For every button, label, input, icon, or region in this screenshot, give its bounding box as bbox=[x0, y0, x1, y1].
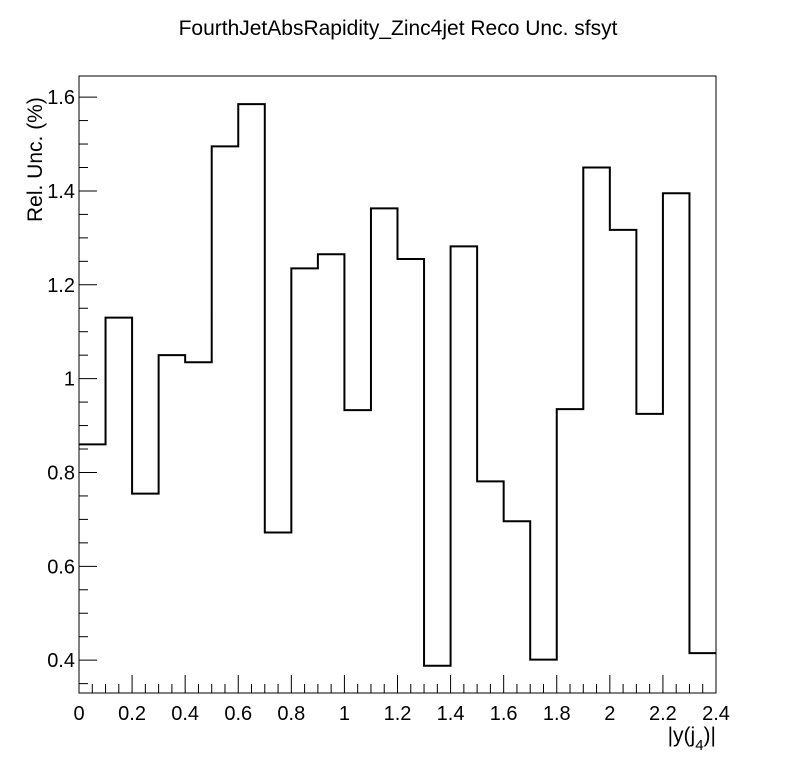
y-tick-label: 0.8 bbox=[47, 462, 75, 484]
x-tick-label: 1.4 bbox=[437, 703, 465, 725]
y-tick-label: 0.4 bbox=[47, 650, 75, 672]
histogram-bin bbox=[371, 208, 398, 693]
y-tick-label: 1 bbox=[64, 369, 75, 391]
histogram-bin bbox=[344, 410, 371, 693]
x-tick-label: 2.4 bbox=[702, 703, 730, 725]
x-axis-label-suffix: )| bbox=[704, 724, 716, 747]
histogram-bin bbox=[504, 521, 531, 693]
y-axis-label: Rel. Unc. (%) bbox=[24, 97, 47, 222]
histogram-bin bbox=[212, 146, 239, 693]
histogram-bin bbox=[663, 193, 690, 693]
plot-frame bbox=[78, 75, 717, 694]
x-tick-label: 2.2 bbox=[649, 703, 677, 725]
x-tick-label: 2 bbox=[604, 703, 615, 725]
histogram-bin bbox=[291, 268, 318, 693]
y-tick-label: 0.6 bbox=[47, 556, 75, 578]
histogram-bin bbox=[557, 409, 584, 693]
x-axis-label-main: |y(j bbox=[668, 724, 696, 747]
y-tick-label: 1.2 bbox=[47, 275, 75, 297]
histogram-outline bbox=[79, 103, 716, 667]
histogram-bin bbox=[318, 254, 345, 693]
histogram-bin bbox=[636, 414, 663, 693]
histogram-bin bbox=[159, 355, 186, 693]
histogram-bin bbox=[583, 167, 610, 693]
histogram-bin bbox=[132, 494, 159, 693]
x-tick-label: 0.2 bbox=[118, 703, 146, 725]
x-tick-label: 1.8 bbox=[543, 703, 571, 725]
x-tick-label: 1 bbox=[339, 703, 350, 725]
x-axis-label-subscript: 4 bbox=[695, 737, 703, 754]
histogram-bin bbox=[451, 246, 478, 693]
x-axis-label: |y(j4)| bbox=[668, 724, 716, 754]
histogram-bin bbox=[610, 230, 637, 693]
histogram-bin bbox=[106, 318, 133, 693]
y-tick-label: 1.6 bbox=[47, 87, 75, 109]
x-axis: 0 0.2 0.4 0.6 0.8 1 1.2 1.4 1.6 1.8 2 2.2 2.4 bbox=[73, 675, 730, 725]
x-tick-label: 0.8 bbox=[277, 703, 305, 725]
x-tick-label: 1.2 bbox=[384, 703, 412, 725]
histogram-bin bbox=[477, 481, 504, 693]
chart-title: FourthJetAbsRapidity_Zinc4jet Reco Unc. … bbox=[179, 17, 618, 40]
x-tick-label: 0 bbox=[73, 703, 84, 725]
x-tick-label: 0.6 bbox=[224, 703, 252, 725]
histogram-bin bbox=[398, 259, 425, 693]
histogram-bin bbox=[265, 533, 292, 693]
histogram-bin bbox=[79, 444, 106, 693]
histogram-bins bbox=[79, 104, 716, 693]
y-axis: 0.4 0.6 0.8 1 1.2 1.4 1.6 bbox=[47, 87, 97, 685]
y-tick-label: 1.4 bbox=[47, 181, 75, 203]
x-tick-label: 0.4 bbox=[171, 703, 199, 725]
histogram-bin bbox=[185, 362, 212, 693]
x-tick-label: 1.6 bbox=[490, 703, 518, 725]
histogram-bin bbox=[238, 104, 265, 693]
